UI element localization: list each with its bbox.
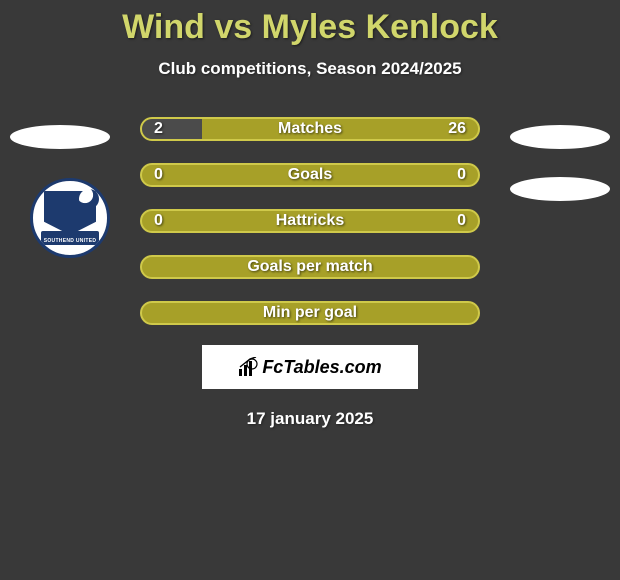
stat-bar-goals-per-match: Goals per match (140, 255, 480, 279)
stat-bar-matches: Matches2 26 (140, 117, 480, 141)
bar-label: Hattricks (142, 212, 478, 230)
bar-value-right: 0 (457, 212, 466, 230)
snapshot-date: 17 january 2025 (0, 409, 620, 429)
bar-label: Matches (142, 120, 478, 138)
player-right-badge (510, 125, 610, 149)
bar-label: Goals (142, 166, 478, 184)
bar-value-left: 2 (154, 120, 163, 138)
crest-ball-icon (79, 189, 99, 209)
player-right-badge-2 (510, 177, 610, 201)
bar-label: Goals per match (142, 258, 478, 276)
bar-value-right: 26 (448, 120, 466, 138)
page-title: Wind vs Myles Kenlock (0, 0, 620, 47)
player-left-badge (10, 125, 110, 149)
bar-value-left: 0 (154, 212, 163, 230)
bar-value-left: 0 (154, 166, 163, 184)
bar-label: Min per goal (142, 304, 478, 322)
bar-value-right: 0 (457, 166, 466, 184)
source-logo: FcTables.com (202, 345, 418, 389)
chart-icon (238, 357, 258, 377)
stat-bar-goals: Goals0 0 (140, 163, 480, 187)
stat-bar-hattricks: Hattricks0 0 (140, 209, 480, 233)
subtitle: Club competitions, Season 2024/2025 (0, 59, 620, 79)
crest-ribbon-text: SOUTHEND UNITED (33, 238, 107, 244)
logo-text: FcTables.com (262, 357, 381, 378)
stat-bar-min-per-goal: Min per goal (140, 301, 480, 325)
club-crest: SOUTHEND UNITED (20, 178, 120, 258)
